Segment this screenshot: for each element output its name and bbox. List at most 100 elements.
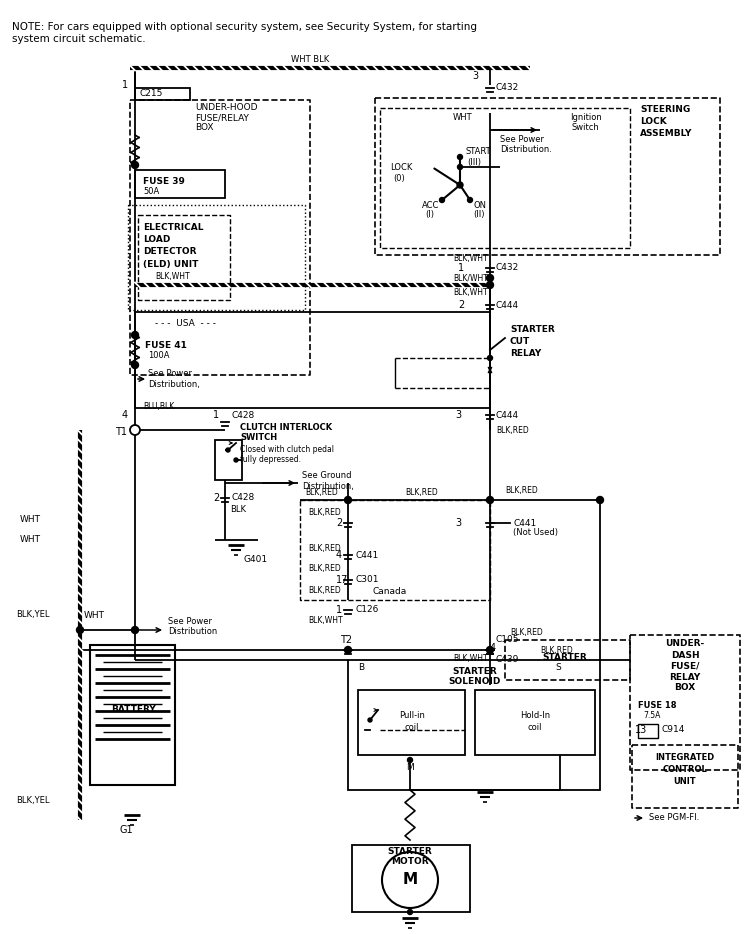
Circle shape <box>486 646 494 654</box>
Text: C428: C428 <box>232 493 255 502</box>
Text: C215: C215 <box>140 90 164 98</box>
Text: BLU,BLK: BLU,BLK <box>143 403 174 412</box>
Text: C914: C914 <box>661 726 684 734</box>
Text: BLK,WHT: BLK,WHT <box>308 616 343 625</box>
Text: 2: 2 <box>458 300 464 310</box>
Circle shape <box>76 627 84 633</box>
Text: FUSE 41: FUSE 41 <box>145 341 187 349</box>
Circle shape <box>131 162 138 168</box>
Text: See PGM-FI.: See PGM-FI. <box>649 814 699 823</box>
Text: SOLENOID: SOLENOID <box>449 677 501 686</box>
Circle shape <box>457 164 462 169</box>
Text: C444: C444 <box>496 411 519 419</box>
Text: WHT: WHT <box>20 516 41 525</box>
Circle shape <box>131 627 138 633</box>
Text: C428: C428 <box>232 411 255 419</box>
Text: See Power: See Power <box>168 617 212 627</box>
Text: 4: 4 <box>490 643 496 653</box>
Text: fully depressed.: fully depressed. <box>240 455 301 463</box>
Circle shape <box>486 497 494 503</box>
Circle shape <box>131 361 138 369</box>
Text: STARTER: STARTER <box>453 667 498 675</box>
Text: Pull-in: Pull-in <box>399 711 425 719</box>
Text: BLK,RED: BLK,RED <box>510 629 543 638</box>
Text: M: M <box>406 763 414 772</box>
Text: BLK,WHT: BLK,WHT <box>453 253 488 262</box>
Text: FUSE/: FUSE/ <box>670 661 700 671</box>
Text: See Power: See Power <box>500 135 544 145</box>
Text: BLK,RED: BLK,RED <box>308 544 341 553</box>
Text: WHT: WHT <box>453 114 473 122</box>
Circle shape <box>234 458 238 462</box>
Text: BLK,WHT: BLK,WHT <box>155 273 190 281</box>
Text: C441: C441 <box>355 550 378 559</box>
Text: S: S <box>555 662 561 672</box>
Text: WHT: WHT <box>84 611 105 619</box>
Text: C432: C432 <box>496 83 519 92</box>
Text: BLK,WHT: BLK,WHT <box>453 289 488 298</box>
Text: RELAY: RELAY <box>669 672 701 682</box>
Circle shape <box>408 910 412 914</box>
Text: RELAY: RELAY <box>510 349 542 359</box>
Text: 2: 2 <box>336 518 342 528</box>
Text: 1: 1 <box>336 605 342 615</box>
Text: C444: C444 <box>496 301 519 309</box>
Text: FUSE 39: FUSE 39 <box>143 177 185 186</box>
Text: STARTER: STARTER <box>388 847 433 856</box>
Circle shape <box>486 281 494 289</box>
Circle shape <box>382 852 438 908</box>
Text: 1: 1 <box>458 263 464 273</box>
Text: T1: T1 <box>115 427 127 437</box>
Text: (III): (III) <box>467 158 481 166</box>
Text: (Not Used): (Not Used) <box>513 529 558 537</box>
Text: LOAD: LOAD <box>143 235 170 245</box>
Text: LOCK: LOCK <box>390 163 412 173</box>
Text: DETECTOR: DETECTOR <box>143 248 196 257</box>
Text: 1: 1 <box>213 410 219 420</box>
Text: ELECTRICAL: ELECTRICAL <box>143 223 203 233</box>
Text: See Power: See Power <box>148 370 192 378</box>
Text: See Ground: See Ground <box>302 472 352 480</box>
Text: Distribution: Distribution <box>168 628 217 636</box>
Circle shape <box>130 425 140 435</box>
Text: UNDER-: UNDER- <box>666 640 704 648</box>
Circle shape <box>597 497 604 503</box>
Text: Ignition: Ignition <box>570 114 602 122</box>
Text: Distribution,: Distribution, <box>148 379 200 389</box>
Circle shape <box>486 275 494 281</box>
Text: - - -  USA  - - -: - - - USA - - - <box>155 318 216 328</box>
Text: (I): (I) <box>425 210 434 219</box>
Text: G401: G401 <box>243 556 267 564</box>
Text: BLK,RED: BLK,RED <box>308 563 341 573</box>
Text: 3: 3 <box>455 518 461 528</box>
Text: CONTROL: CONTROL <box>663 766 707 774</box>
Text: coil: coil <box>405 723 419 731</box>
Text: B: B <box>358 662 364 672</box>
Text: C432: C432 <box>496 263 519 273</box>
Text: ON: ON <box>473 201 486 209</box>
Circle shape <box>488 356 492 361</box>
Text: BLK,RED: BLK,RED <box>305 488 338 498</box>
Text: 3: 3 <box>455 410 461 420</box>
Text: BLK,RED: BLK,RED <box>505 486 538 494</box>
Text: INTEGRATED: INTEGRATED <box>655 754 715 762</box>
Text: coil: coil <box>527 723 542 731</box>
Text: DASH: DASH <box>671 650 699 659</box>
Text: G1: G1 <box>120 825 134 835</box>
Text: MOTOR: MOTOR <box>391 857 429 867</box>
Text: 4: 4 <box>122 410 128 420</box>
Text: LOCK: LOCK <box>640 118 667 126</box>
Circle shape <box>131 332 138 338</box>
Circle shape <box>226 448 230 452</box>
Text: T2: T2 <box>340 635 352 645</box>
Text: START: START <box>465 148 491 157</box>
Text: Hold-In: Hold-In <box>520 711 550 719</box>
Text: ASSEMBLY: ASSEMBLY <box>640 130 692 138</box>
Text: 1: 1 <box>122 80 128 90</box>
Text: C105: C105 <box>496 635 519 644</box>
Text: BLK,YEL: BLK,YEL <box>16 611 49 619</box>
Circle shape <box>468 197 473 203</box>
Text: STARTER: STARTER <box>510 326 555 334</box>
Text: 17: 17 <box>336 575 348 585</box>
Text: CUT: CUT <box>510 337 530 347</box>
